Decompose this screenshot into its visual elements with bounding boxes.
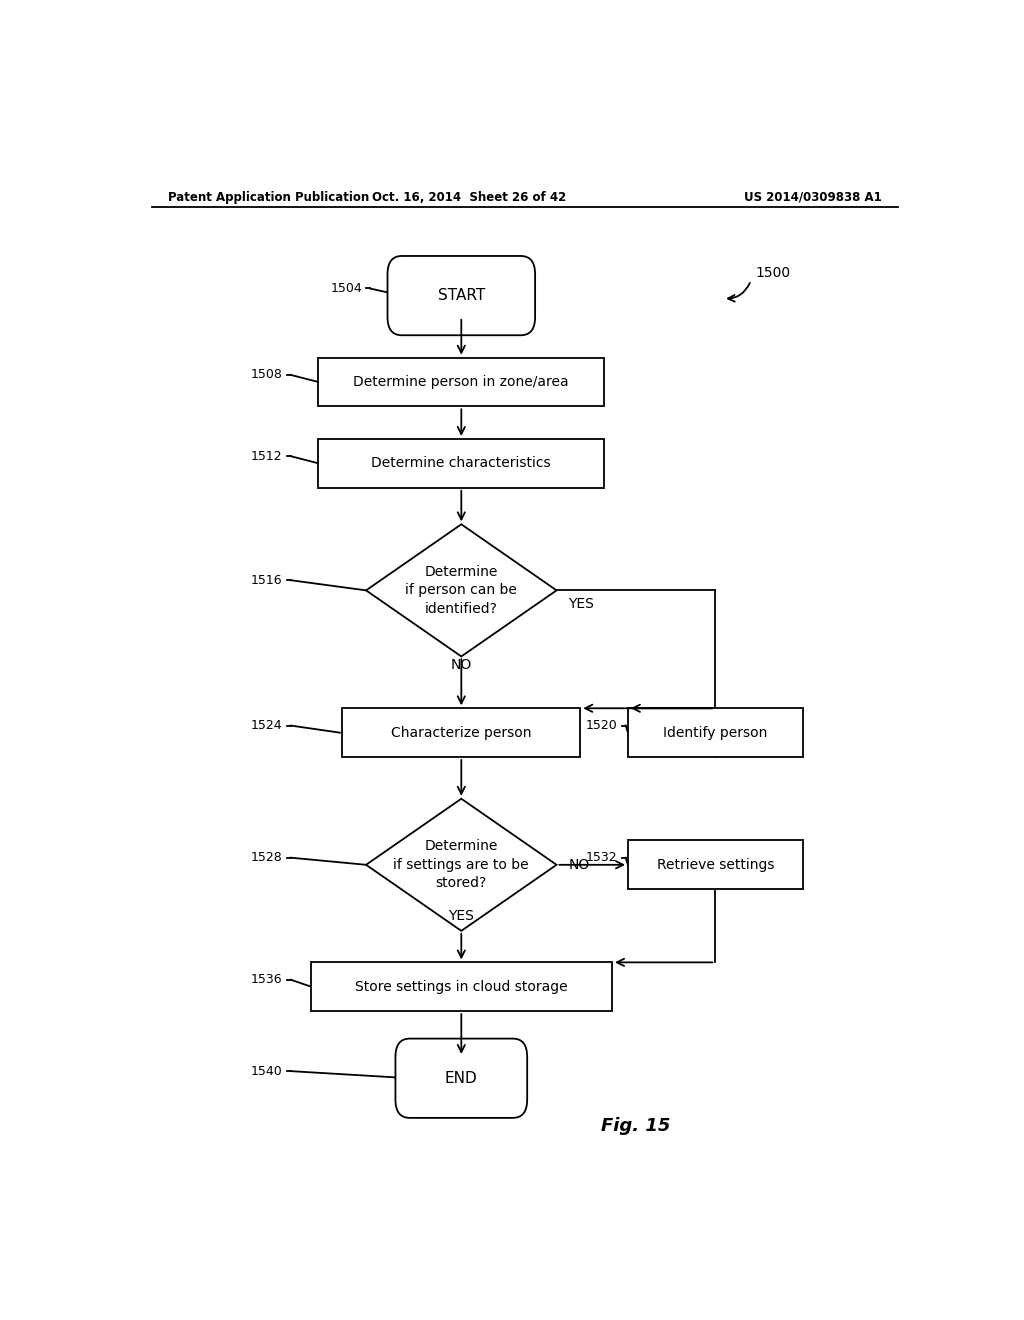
Text: 1520: 1520 — [586, 719, 617, 733]
FancyBboxPatch shape — [628, 841, 803, 890]
Text: YES: YES — [568, 597, 594, 611]
Text: 1524: 1524 — [251, 719, 283, 733]
FancyBboxPatch shape — [342, 709, 581, 758]
Text: 1516: 1516 — [251, 574, 283, 586]
Text: 1504: 1504 — [331, 282, 362, 294]
Text: 1528: 1528 — [251, 851, 283, 865]
Text: Fig. 15: Fig. 15 — [601, 1117, 671, 1135]
Polygon shape — [367, 799, 557, 931]
Text: Determine
if person can be
identified?: Determine if person can be identified? — [406, 565, 517, 615]
Text: YES: YES — [449, 908, 474, 923]
Text: Characterize person: Characterize person — [391, 726, 531, 739]
Text: 1536: 1536 — [251, 973, 283, 986]
FancyBboxPatch shape — [395, 1039, 527, 1118]
FancyBboxPatch shape — [310, 962, 612, 1011]
Text: START: START — [437, 288, 485, 304]
Text: Store settings in cloud storage: Store settings in cloud storage — [355, 979, 567, 994]
Text: 1500: 1500 — [755, 267, 791, 280]
Text: US 2014/0309838 A1: US 2014/0309838 A1 — [744, 190, 882, 203]
Text: NO: NO — [568, 858, 590, 871]
Text: 1540: 1540 — [251, 1065, 283, 1077]
Text: Determine
if settings are to be
stored?: Determine if settings are to be stored? — [393, 840, 529, 890]
Text: 1508: 1508 — [251, 368, 283, 381]
Text: Identify person: Identify person — [664, 726, 767, 739]
Text: Determine person in zone/area: Determine person in zone/area — [353, 375, 569, 389]
FancyBboxPatch shape — [318, 440, 604, 487]
Text: 1532: 1532 — [586, 851, 617, 865]
Polygon shape — [367, 524, 557, 656]
FancyBboxPatch shape — [318, 358, 604, 407]
Text: NO: NO — [451, 657, 472, 672]
Text: Retrieve settings: Retrieve settings — [656, 858, 774, 871]
Text: Determine characteristics: Determine characteristics — [372, 457, 551, 470]
FancyBboxPatch shape — [387, 256, 536, 335]
FancyBboxPatch shape — [628, 709, 803, 758]
Text: END: END — [445, 1071, 477, 1086]
Text: Oct. 16, 2014  Sheet 26 of 42: Oct. 16, 2014 Sheet 26 of 42 — [372, 190, 566, 203]
Text: 1512: 1512 — [251, 450, 283, 463]
Text: Patent Application Publication: Patent Application Publication — [168, 190, 369, 203]
